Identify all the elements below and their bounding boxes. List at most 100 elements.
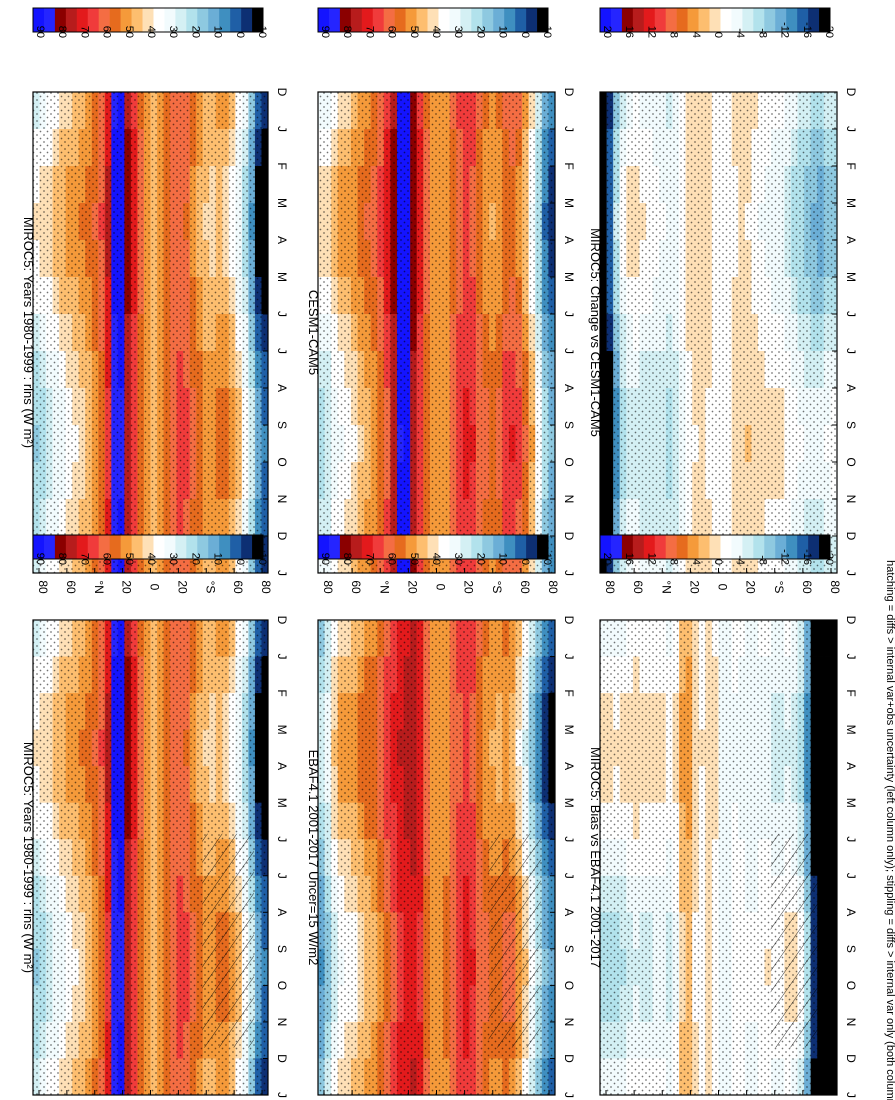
colorbar-swatch — [460, 535, 472, 559]
lat-tick-label: °S — [490, 581, 504, 594]
colorbar-swatch — [361, 535, 374, 559]
month-tick-label: O — [275, 457, 289, 466]
colorbar-label: -8 — [756, 555, 768, 565]
colorbar-swatch — [186, 535, 198, 559]
month-tick-label: F — [562, 162, 576, 169]
colorbar-swatch — [87, 8, 100, 32]
lat-tick-label: °N — [92, 580, 106, 593]
colorbar-swatch — [808, 8, 820, 32]
colorbar-swatch — [720, 535, 732, 559]
colorbar-label: 50 — [408, 26, 420, 38]
colorbar-swatch — [33, 535, 45, 559]
colorbar-swatch — [186, 8, 198, 32]
colorbar-swatch — [493, 8, 505, 32]
colorbar: 90 80 70 60 50 40 30 20 10 0 -10 — [32, 534, 268, 565]
colorbar-swatch — [142, 8, 154, 32]
colorbar-label: 0 — [712, 32, 724, 38]
month-tick-label: N — [275, 1018, 289, 1027]
lat-tick-label: 60 — [800, 580, 814, 594]
colorbar-label: 16 — [623, 553, 635, 565]
colorbar-swatch — [471, 8, 483, 32]
colorbar-swatch — [98, 535, 110, 559]
panel-4: 9080706050403020100-10DJFMAMJJASONDJ8060… — [21, 534, 289, 1098]
colorbar-swatch — [339, 8, 352, 32]
lat-tick-label: 20 — [744, 580, 758, 594]
month-tick-label: O — [844, 981, 858, 990]
month-tick-label: M — [275, 798, 289, 808]
colorbar-label: 10 — [497, 26, 509, 38]
lat-tick-label: 60 — [631, 580, 645, 594]
month-tick-label: J — [562, 836, 576, 842]
colorbar-swatch — [54, 8, 67, 32]
colorbar-label: 60 — [101, 553, 113, 565]
colorbar-swatch — [175, 535, 187, 559]
month-tick-label: N — [562, 495, 576, 504]
colorbar-swatch — [460, 8, 472, 32]
colorbar-label: 16 — [623, 26, 635, 38]
month-tick-label: D — [562, 1054, 576, 1063]
hatching-overlay — [770, 833, 823, 1048]
colorbar-swatch — [643, 8, 656, 32]
colorbar-frame — [599, 534, 831, 560]
colorbar-swatch — [526, 535, 538, 559]
month-tick-label: F — [275, 162, 289, 169]
colorbar-swatch — [318, 8, 330, 32]
colorbar-swatch — [33, 8, 45, 32]
month-tick-label: M — [844, 272, 858, 282]
month-tick-label: S — [275, 421, 289, 429]
colorbar-label: 20 — [189, 553, 201, 565]
colorbar-swatch — [753, 535, 765, 559]
colorbar-label: -10 — [541, 22, 553, 38]
colorbar-label: 40 — [145, 26, 157, 38]
colorbar-label: 90 — [319, 553, 331, 565]
colorbar-label: 70 — [78, 553, 90, 565]
colorbar-label: 0 — [234, 32, 246, 38]
month-tick-label: J — [275, 873, 289, 879]
month-tick-label: D — [844, 88, 858, 97]
month-tick-label: A — [844, 908, 858, 916]
month-tick-label: A — [275, 236, 289, 244]
colorbar-label: 40 — [430, 553, 442, 565]
month-tick-label: A — [562, 762, 576, 770]
colorbar-swatch — [632, 535, 645, 559]
colorbar-swatch — [709, 8, 721, 32]
colorbar-swatch — [600, 8, 612, 32]
month-tick-label: M — [562, 272, 576, 282]
colorbar-swatch — [109, 535, 121, 559]
colorbar-swatch — [98, 8, 110, 32]
hatching-overlay — [488, 833, 541, 1048]
colorbar-swatch — [537, 8, 549, 32]
colorbar-swatch — [120, 535, 132, 559]
colorbar-label: 90 — [319, 26, 331, 38]
colorbar-swatch — [65, 8, 78, 32]
panel-title: CESM1-CAM5 — [306, 290, 321, 375]
colorbar-label: 30 — [452, 553, 464, 565]
month-tick-label: J — [562, 570, 576, 576]
heatmap-area — [599, 91, 838, 574]
heatmap-area — [317, 91, 556, 574]
lat-tick-label: 80 — [828, 580, 842, 594]
colorbar-swatch — [731, 8, 743, 32]
month-tick-label: A — [275, 908, 289, 916]
month-tick-label: N — [844, 495, 858, 504]
colorbar-label: 0 — [519, 32, 531, 38]
panel-title: MIROC5: Bias vs EBAF4.1 2001-2017 — [588, 747, 603, 968]
colorbar-swatch — [383, 535, 395, 559]
colorbar-swatch — [427, 8, 439, 32]
month-tick-label: O — [562, 981, 576, 990]
colorbar-swatch — [698, 535, 710, 559]
colorbar-label: 60 — [386, 553, 398, 565]
colorbar-label: 10 — [497, 553, 509, 565]
month-tick-label: M — [844, 798, 858, 808]
colorbar-swatch — [372, 535, 385, 559]
lat-tick-label: 20 — [687, 580, 701, 594]
heatmap-area — [317, 619, 556, 1096]
month-tick-label: J — [275, 836, 289, 842]
colorbar-swatch — [482, 535, 494, 559]
colorbar-label: 0 — [712, 559, 724, 565]
colorbar-swatch — [142, 535, 154, 559]
month-tick-label: M — [844, 725, 858, 735]
colorbar-swatch — [621, 535, 634, 559]
stippling-overlay — [600, 92, 837, 573]
